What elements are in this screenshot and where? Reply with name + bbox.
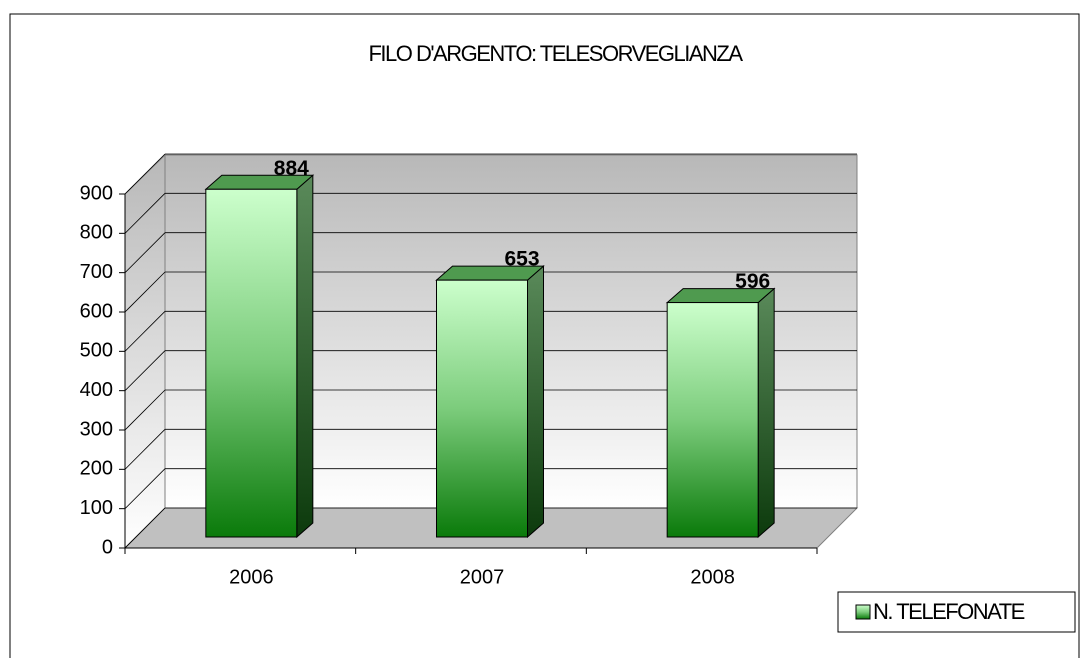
grid-line [124, 232, 166, 273]
grid-line [124, 429, 166, 470]
chart-title: FILO D'ARGENTO: TELESORVEGLIANZA [368, 41, 743, 66]
grid-line [124, 193, 166, 234]
legend-swatch [855, 604, 871, 620]
grid-line [124, 350, 166, 391]
x-tick-label: 2008 [690, 566, 735, 588]
y-tick-label: 100 [80, 497, 113, 519]
y-tick-label: 600 [80, 300, 113, 322]
y-tick-label: 900 [80, 182, 113, 204]
y-tick-label: 200 [80, 458, 113, 480]
y-tick-label: 800 [80, 222, 113, 244]
y-tick-label: 500 [80, 340, 113, 362]
bar-side [527, 265, 544, 539]
x-tick-label: 2007 [460, 566, 505, 588]
bar [205, 188, 298, 538]
bar-side [296, 174, 314, 539]
y-tick-label: 400 [80, 379, 113, 401]
legend [837, 591, 1076, 633]
grid-line [124, 468, 166, 509]
grid-line [124, 311, 166, 352]
grid-line [124, 271, 166, 313]
y-tick-label: 700 [80, 261, 113, 283]
y-tick-label: 300 [80, 418, 113, 440]
value-label: 653 [504, 248, 539, 271]
value-label: 884 [274, 157, 309, 180]
value-label: 596 [735, 270, 770, 293]
grid-line [124, 389, 166, 431]
x-tick-label: 2006 [229, 566, 274, 588]
y-tick-label: 0 [102, 536, 113, 558]
bar [666, 302, 759, 538]
bar [436, 279, 528, 538]
legend-label: N. TELEFONATE [873, 599, 1025, 624]
grid-line [124, 153, 166, 195]
grid-line [124, 507, 166, 549]
bar-side [757, 287, 775, 539]
